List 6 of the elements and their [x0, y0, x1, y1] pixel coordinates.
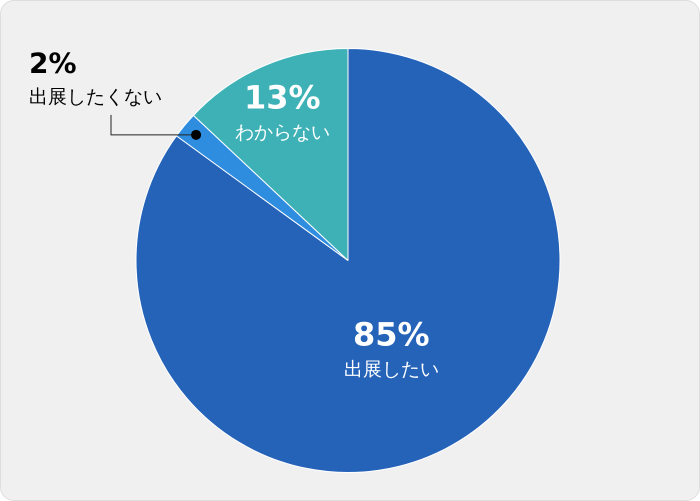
slice-label: 出展したい — [344, 358, 439, 380]
data-label: 2% — [29, 46, 77, 80]
slice-label: 出展したくない — [29, 86, 162, 108]
slice-label: わからない — [234, 122, 330, 144]
data-label: 85% — [353, 316, 430, 354]
data-label: 13% — [244, 78, 321, 117]
